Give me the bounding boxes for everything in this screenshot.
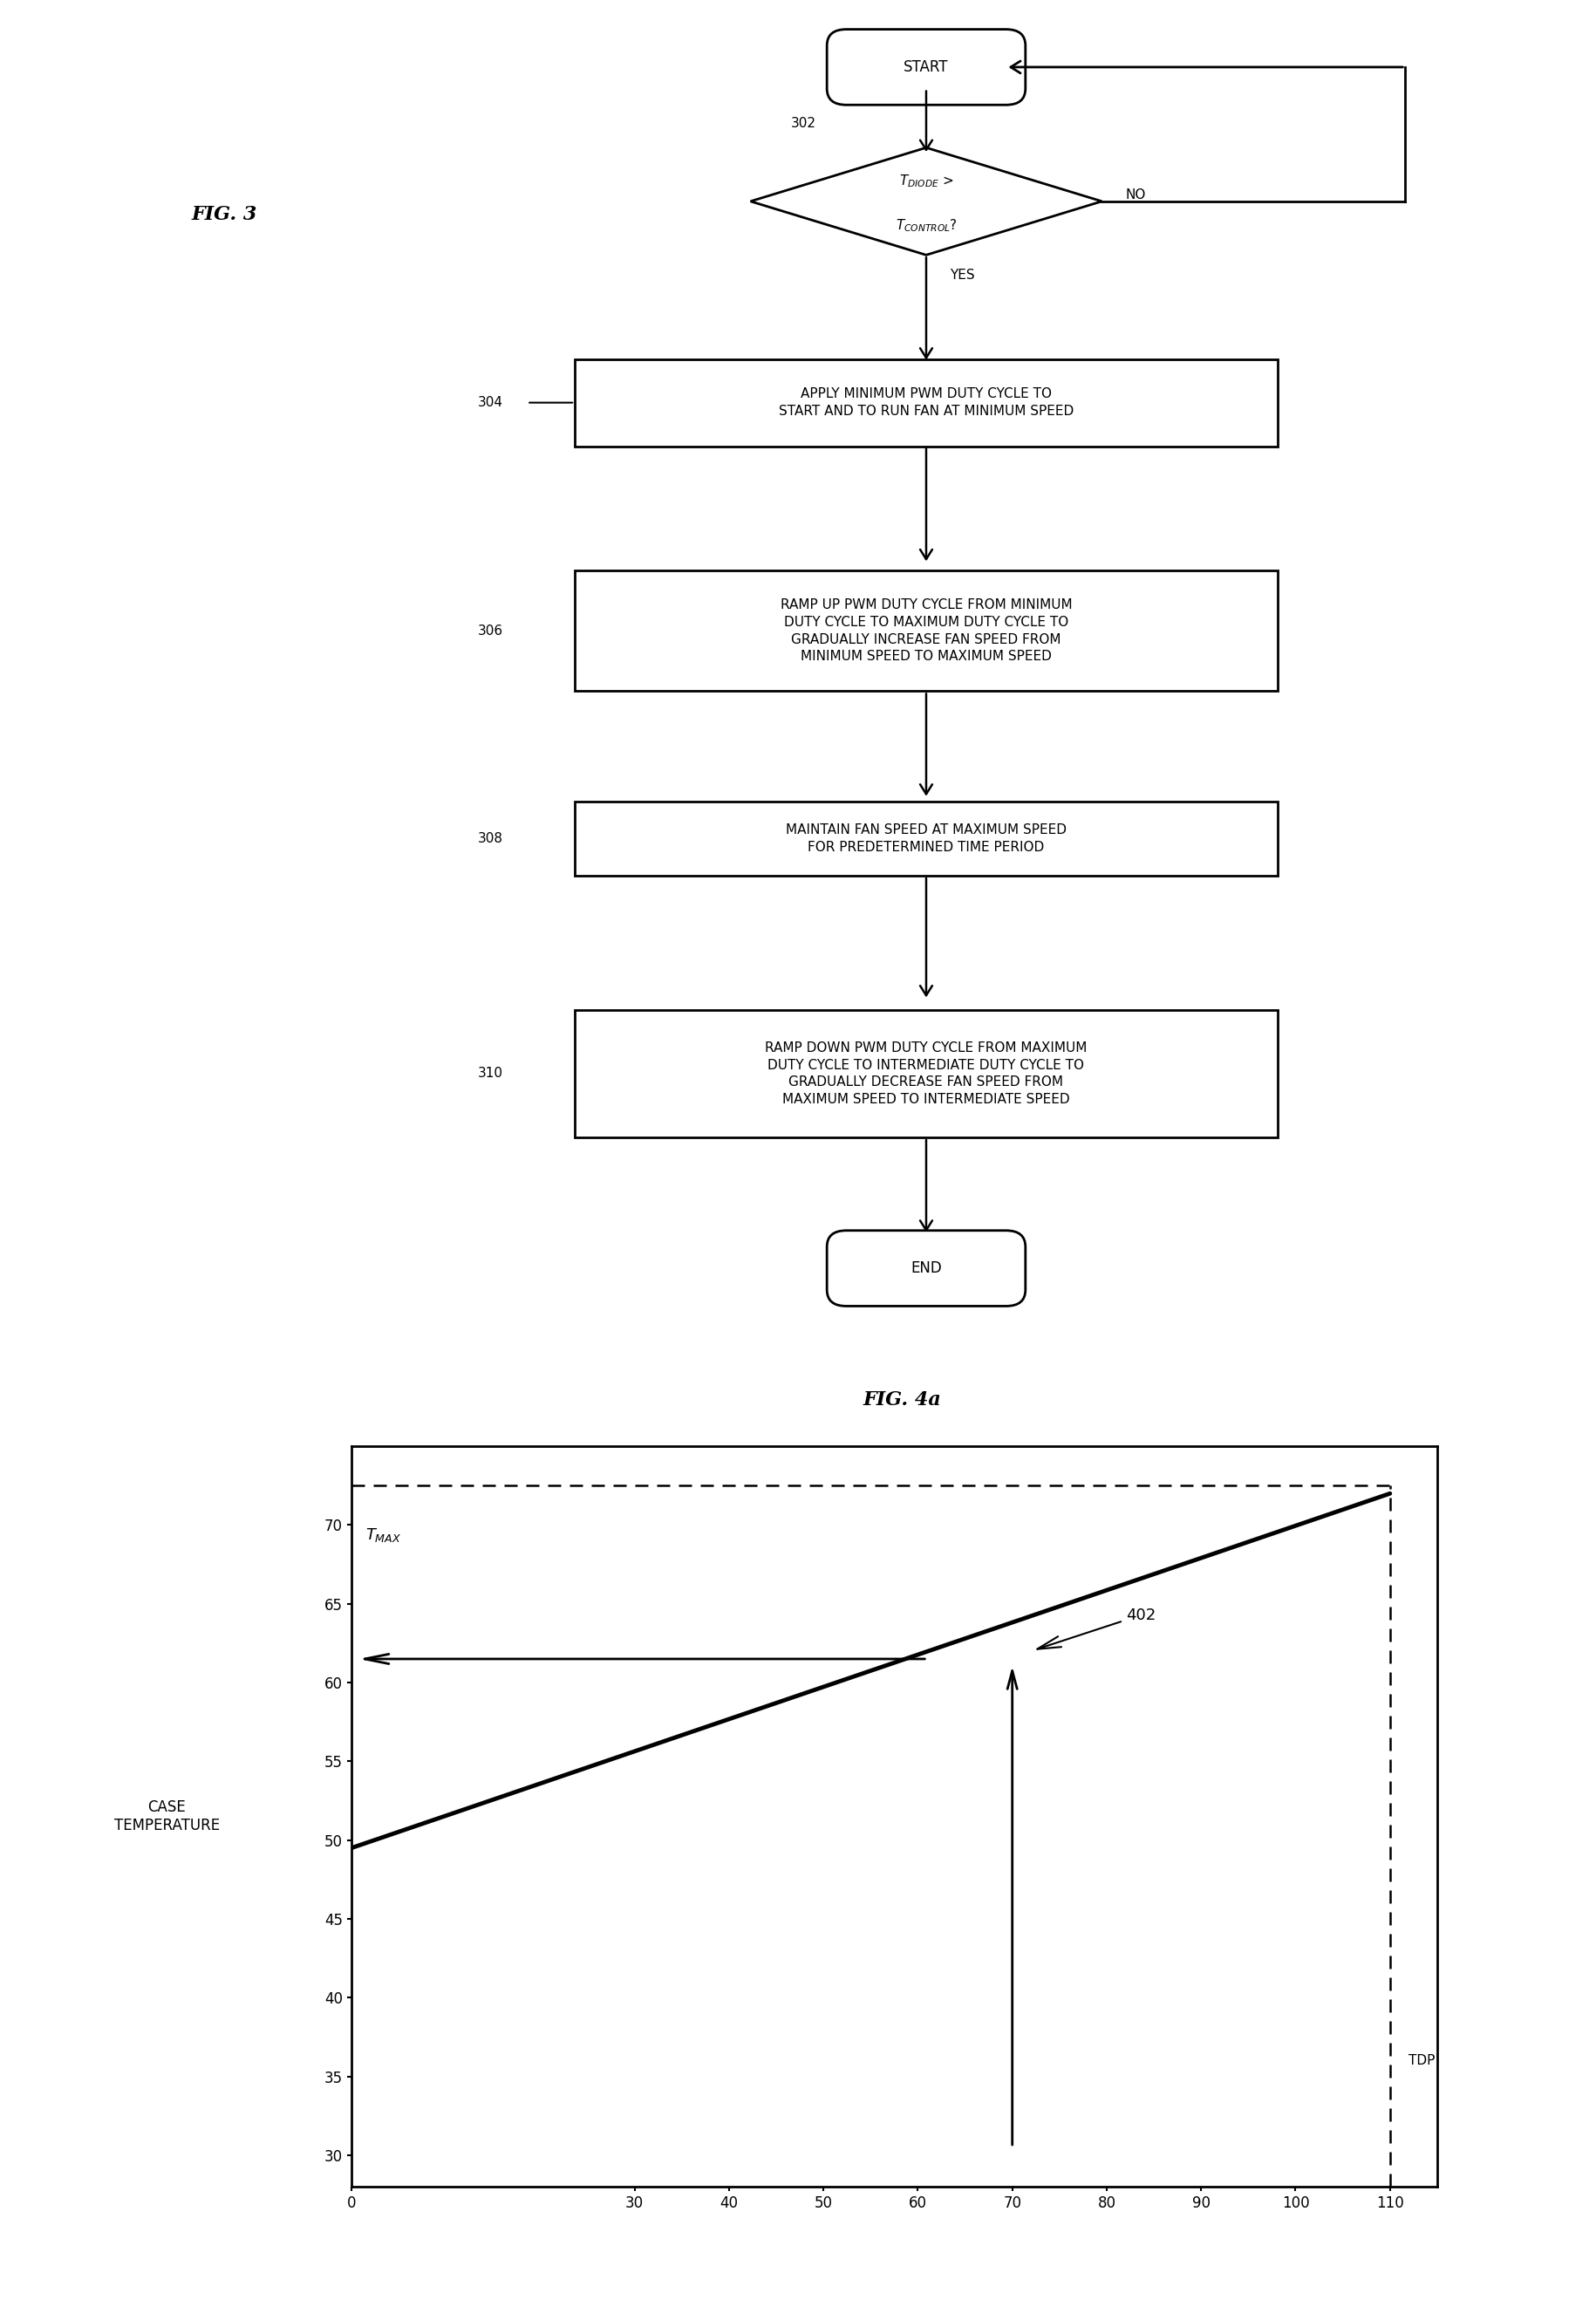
Text: 306: 306: [477, 625, 503, 636]
Text: FIG. 4a: FIG. 4a: [862, 1391, 942, 1409]
Text: RAMP UP PWM DUTY CYCLE FROM MINIMUM
DUTY CYCLE TO MAXIMUM DUTY CYCLE TO
GRADUALL: RAMP UP PWM DUTY CYCLE FROM MINIMUM DUTY…: [780, 599, 1071, 664]
Text: MAINTAIN FAN SPEED AT MAXIMUM SPEED
FOR PREDETERMINED TIME PERIOD: MAINTAIN FAN SPEED AT MAXIMUM SPEED FOR …: [785, 824, 1066, 854]
Text: 304: 304: [477, 396, 503, 410]
Text: FIG. 3: FIG. 3: [192, 206, 257, 224]
FancyBboxPatch shape: [827, 1231, 1025, 1305]
Text: $T_{MAX}$: $T_{MAX}$: [365, 1527, 401, 1543]
Polygon shape: [750, 148, 1101, 255]
Text: TDP: TDP: [1408, 2055, 1435, 2066]
Text: APPLY MINIMUM PWM DUTY CYCLE TO
START AND TO RUN FAN AT MINIMUM SPEED: APPLY MINIMUM PWM DUTY CYCLE TO START AN…: [779, 386, 1073, 419]
Text: START: START: [903, 60, 948, 74]
Bar: [575, 1009, 1277, 1138]
Bar: [575, 803, 1277, 875]
Text: 310: 310: [477, 1067, 503, 1081]
Text: 308: 308: [477, 833, 503, 845]
Text: $T_{DIODE}$ >: $T_{DIODE}$ >: [899, 174, 953, 190]
Text: CASE
TEMPERATURE: CASE TEMPERATURE: [113, 1800, 219, 1833]
Text: RAMP DOWN PWM DUTY CYCLE FROM MAXIMUM
DUTY CYCLE TO INTERMEDIATE DUTY CYCLE TO
G: RAMP DOWN PWM DUTY CYCLE FROM MAXIMUM DU…: [764, 1041, 1087, 1106]
Text: 402: 402: [1037, 1608, 1156, 1650]
FancyBboxPatch shape: [827, 30, 1025, 104]
Text: 302: 302: [790, 118, 816, 130]
Bar: [575, 569, 1277, 692]
Text: $T_{CONTROL}$?: $T_{CONTROL}$?: [895, 218, 956, 234]
Bar: [575, 359, 1277, 447]
Text: NO: NO: [1125, 187, 1146, 201]
Text: END: END: [910, 1261, 942, 1275]
Text: YES: YES: [950, 268, 975, 282]
